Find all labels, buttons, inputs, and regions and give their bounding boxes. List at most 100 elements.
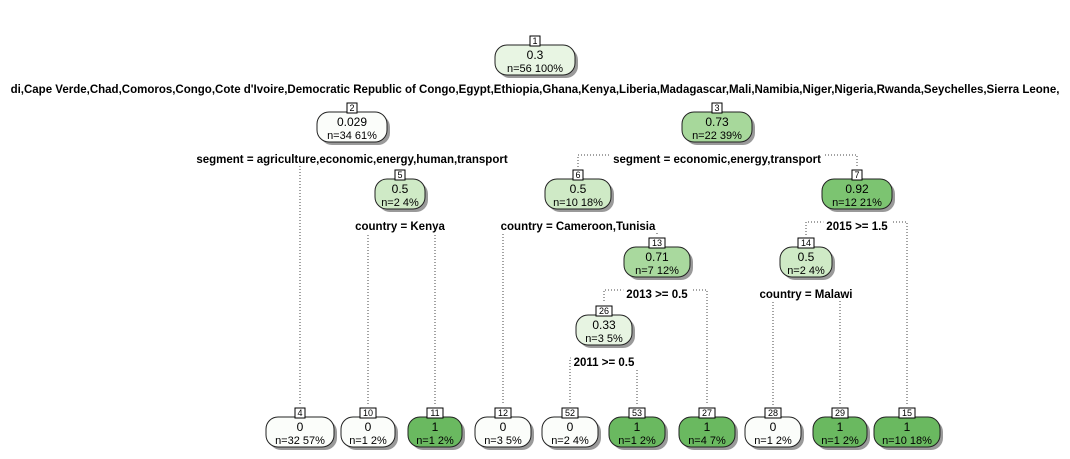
edge-14-29 [806, 289, 841, 405]
node-id-box [561, 407, 579, 419]
node-id-box [572, 169, 584, 181]
split-label: 2013 >= 0.5 [626, 289, 688, 301]
tree-node: 12 0n=3 5% [474, 407, 534, 450]
split-label-bg [623, 289, 692, 301]
edge-6-12 [502, 221, 578, 405]
node-value: 0.33 [592, 318, 616, 332]
node-id: 6 [575, 170, 580, 180]
split-label-bg [823, 221, 892, 233]
edge-2-4 [299, 154, 352, 405]
node-id: 10 [363, 408, 373, 418]
node-id: 3 [714, 103, 719, 113]
node-id-box [698, 407, 716, 419]
tree-node: 6 0.5n=10 18% [544, 169, 614, 212]
node-value: 0 [770, 420, 777, 434]
node-id: 15 [902, 408, 912, 418]
split-label: country = Cameroon,Tunisia [501, 221, 656, 233]
edge-3-7 [717, 154, 858, 167]
node-id-box [648, 237, 666, 249]
node-id: 7 [854, 170, 859, 180]
tree-node: 52 0n=2 4% [541, 407, 601, 450]
node-value: 1 [704, 420, 711, 434]
node-value: 0 [500, 420, 507, 434]
node-id-box [851, 169, 863, 181]
node-id-box [294, 407, 306, 419]
node-value: 0.5 [392, 182, 409, 196]
split-label: di,Cape Verde,Chad,Comoros,Congo,Cote d'… [11, 84, 1060, 96]
node-value: 0.5 [798, 250, 815, 264]
node-count: n=3 5% [585, 333, 623, 345]
split-label: segment = economic,energy,transport [613, 154, 821, 166]
node-id: 53 [632, 408, 642, 418]
node-count: n=2 4% [551, 435, 589, 447]
splits-layer: di,Cape Verde,Chad,Comoros,Congo,Cote d'… [7, 84, 1063, 369]
node-id: 27 [702, 408, 712, 418]
split-label: country = Malawi [760, 289, 853, 301]
tree-node: 3 0.73n=22 39% [681, 102, 755, 145]
tree-node: 15 1n=10 18% [873, 407, 943, 450]
split-label: segment = agriculture,economic,energy,hu… [196, 154, 507, 166]
split-label-bg [497, 221, 659, 233]
node-id-box [764, 407, 782, 419]
node-count: n=32 57% [275, 435, 325, 447]
node-id-box [426, 407, 444, 419]
tree-node: 10 0n=1 2% [340, 407, 398, 450]
node-value: 1 [432, 420, 439, 434]
tree-node: 27 1n=4 7% [678, 407, 738, 450]
edge-13-27 [657, 289, 708, 405]
node-id: 11 [430, 408, 439, 418]
split-label-bg [193, 154, 511, 166]
tree-node: 29 1n=1 2% [812, 407, 870, 450]
edge-5-10 [367, 221, 400, 405]
split-label: 2015 >= 1.5 [826, 221, 888, 233]
node-count: n=1 2% [618, 435, 656, 447]
tree-node: 13 0.71n=7 12% [623, 237, 693, 280]
node-id-box [494, 407, 512, 419]
node-count: n=2 4% [787, 265, 825, 277]
node-count: n=10 18% [553, 197, 603, 209]
node-count: n=1 2% [349, 435, 387, 447]
node-id-box [529, 35, 541, 47]
tree-node: 28 0n=1 2% [744, 407, 804, 450]
tree-node: 5 0.5n=2 4% [374, 169, 428, 212]
edge-14-28 [772, 289, 806, 405]
split-label: 2011 >= 0.5 [574, 357, 635, 369]
edge-26-52 [569, 357, 604, 405]
node-value: 1 [634, 420, 641, 434]
edge-7-15 [857, 221, 908, 405]
node-id: 4 [297, 408, 302, 418]
split-label: country = Kenya [355, 221, 445, 233]
node-count: n=12 21% [832, 197, 882, 209]
node-id: 26 [599, 306, 609, 316]
node-value: 0 [567, 420, 574, 434]
node-id: 5 [397, 170, 402, 180]
split-label-bg [610, 154, 825, 166]
node-id: 52 [565, 408, 575, 418]
node-id: 28 [768, 408, 778, 418]
node-value: 1 [904, 420, 911, 434]
split-label-bg [756, 289, 856, 301]
node-count: n=2 4% [381, 197, 419, 209]
node-id: 1 [532, 36, 537, 46]
node-value: 0.3 [527, 48, 544, 62]
node-value: 0 [365, 420, 372, 434]
tree-node: 53 1n=1 2% [608, 407, 668, 450]
node-count: n=4 7% [688, 435, 726, 447]
node-count: n=1 2% [416, 435, 454, 447]
node-value: 1 [837, 420, 844, 434]
node-value: 0.71 [645, 250, 669, 264]
node-count: n=56 100% [507, 63, 563, 75]
node-value: 0.92 [845, 182, 869, 196]
node-id-box [898, 407, 916, 419]
split-label-bg [352, 221, 449, 233]
node-id-box [359, 407, 377, 419]
node-count: n=3 5% [484, 435, 522, 447]
node-id: 12 [498, 408, 508, 418]
node-count: n=1 2% [821, 435, 859, 447]
node-count: n=1 2% [754, 435, 792, 447]
